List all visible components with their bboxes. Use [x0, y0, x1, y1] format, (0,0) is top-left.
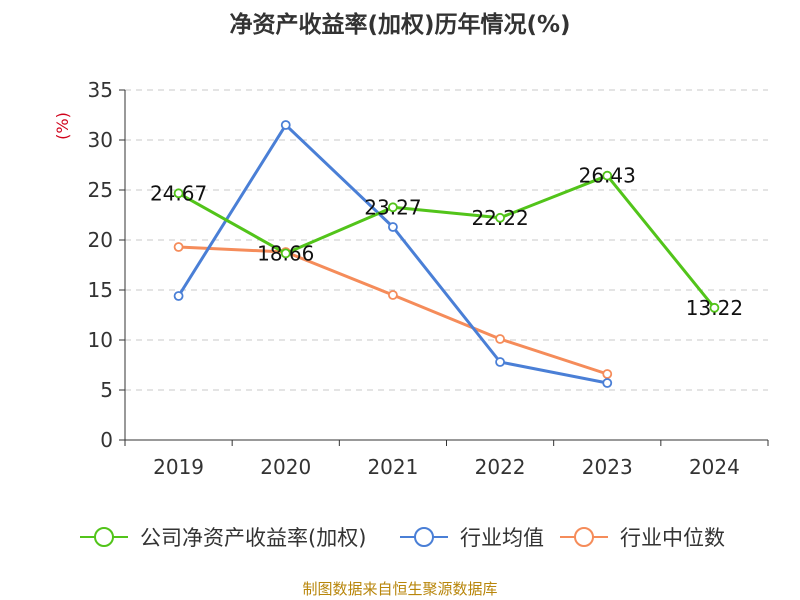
- legend-item-0[interactable]: 公司净资产收益率(加权): [80, 526, 366, 550]
- x-tick-label: 2024: [689, 455, 740, 479]
- data-point[interactable]: [280, 120, 291, 130]
- legend-item-1[interactable]: 行业均值: [400, 526, 544, 550]
- series-line: [178, 245, 608, 376]
- x-tick-label: 2023: [582, 455, 633, 479]
- source-note: 制图数据来自恒生聚源数据库: [302, 580, 497, 598]
- y-tick-label: 35: [88, 78, 113, 102]
- data-point[interactable]: [280, 248, 291, 259]
- axes: 0 5 10 15 20 25 30 35 2019 2020 2021 2022 2023 2024: [88, 78, 769, 479]
- y-axis-label: (%): [53, 112, 72, 140]
- data-label: 26.43: [579, 164, 636, 188]
- data-point[interactable]: [388, 202, 398, 213]
- y-tick-label: 0: [100, 428, 113, 452]
- grid-lines: [125, 89, 768, 391]
- series-1: [173, 120, 613, 388]
- data-point[interactable]: [709, 302, 720, 313]
- series-2: [173, 242, 613, 379]
- data-point[interactable]: [173, 242, 184, 252]
- data-labels: 24.67 18.66 23.27 22.22 26.43 13.22: [150, 164, 743, 320]
- x-tick-label: 2022: [475, 455, 526, 479]
- data-point[interactable]: [173, 188, 184, 199]
- data-label: 22.22: [471, 206, 528, 230]
- y-tick-label: 25: [88, 178, 113, 202]
- legend-label: 公司净资产收益率(加权): [140, 526, 366, 550]
- data-label: 18.66: [257, 241, 314, 265]
- data-point[interactable]: [495, 334, 505, 344]
- data-point[interactable]: [602, 170, 613, 181]
- y-tick-label: 5: [100, 378, 113, 402]
- y-tick-label: 30: [88, 128, 113, 152]
- data-point[interactable]: [388, 222, 398, 232]
- legend-label: 行业均值: [460, 526, 544, 550]
- series-0: [173, 170, 720, 313]
- data-point[interactable]: [495, 357, 505, 367]
- legend-marker: [94, 527, 114, 547]
- data-point[interactable]: [495, 212, 505, 223]
- legend-marker: [414, 527, 434, 547]
- y-tick-label: 10: [88, 328, 113, 352]
- legend-marker: [574, 527, 594, 547]
- y-tick-label: 15: [88, 278, 113, 302]
- data-point[interactable]: [602, 378, 613, 388]
- legend: 公司净资产收益率(加权) 行业均值 行业中位数: [80, 526, 725, 550]
- series-line: [177, 123, 608, 385]
- data-label: 24.67: [150, 181, 207, 205]
- legend-item-2[interactable]: 行业中位数: [560, 526, 725, 550]
- data-point[interactable]: [173, 291, 184, 301]
- data-point[interactable]: [388, 290, 398, 300]
- y-tick-label: 20: [88, 228, 113, 252]
- data-label: 13.22: [686, 296, 743, 320]
- series-layer: [173, 120, 720, 388]
- series-line: [177, 174, 716, 309]
- chart-title: 净资产收益率(加权)历年情况(%): [229, 11, 570, 38]
- x-tick-label: 2019: [153, 455, 204, 479]
- data-label: 23.27: [364, 195, 421, 219]
- legend-label: 行业中位数: [620, 526, 725, 550]
- data-point[interactable]: [602, 369, 613, 379]
- x-tick-label: 2021: [367, 455, 418, 479]
- x-tick-label: 2020: [260, 455, 311, 479]
